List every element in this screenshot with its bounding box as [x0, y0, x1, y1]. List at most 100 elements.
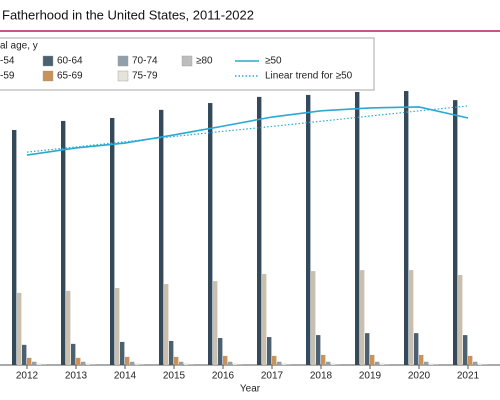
bar	[27, 357, 32, 365]
bar	[223, 355, 228, 365]
bar	[115, 287, 120, 365]
bar	[365, 333, 370, 365]
bar	[326, 361, 331, 365]
bar	[316, 335, 321, 365]
bar	[125, 356, 130, 365]
bar	[380, 363, 385, 365]
bar	[434, 364, 439, 365]
bar	[164, 284, 169, 365]
bar	[22, 344, 27, 365]
legend-label: ≥80	[196, 56, 213, 67]
legend-label: ≥50	[265, 56, 282, 67]
bar	[306, 94, 311, 366]
bar	[483, 364, 488, 365]
bar	[277, 361, 282, 365]
bar	[238, 364, 243, 365]
bar	[169, 340, 174, 365]
bar	[218, 338, 223, 365]
line	[26, 106, 469, 156]
bar	[140, 364, 145, 365]
bar	[429, 363, 434, 365]
bar	[473, 361, 478, 365]
bar	[424, 361, 429, 365]
bar	[336, 364, 341, 365]
bar	[282, 363, 287, 365]
bar	[360, 270, 365, 365]
legend-swatch	[42, 55, 54, 67]
x-tick-label: 2018	[310, 371, 333, 382]
bar	[120, 341, 125, 365]
bar	[208, 103, 213, 366]
bar	[184, 363, 189, 365]
bar	[228, 361, 233, 365]
bar	[61, 120, 66, 365]
bar	[71, 343, 76, 365]
bar	[404, 91, 409, 366]
bar	[409, 270, 414, 365]
bar	[257, 96, 262, 365]
bar	[37, 363, 42, 365]
bar	[76, 357, 81, 365]
bar	[32, 361, 37, 365]
bar	[262, 274, 267, 365]
bar	[12, 130, 17, 365]
bar	[81, 361, 86, 365]
bar	[468, 355, 473, 365]
bar	[478, 363, 483, 365]
bar	[86, 363, 91, 365]
bar	[375, 361, 380, 365]
x-tick-label: 2021	[457, 371, 480, 382]
x-tick-label: 2017	[261, 371, 284, 382]
bar	[267, 337, 272, 365]
bar	[91, 364, 96, 365]
bar	[458, 274, 463, 365]
bar	[370, 354, 375, 365]
bar	[463, 335, 468, 365]
x-tick-label: 2020	[408, 371, 431, 382]
bar	[233, 363, 238, 365]
bar	[272, 355, 277, 365]
x-axis-label: Year	[240, 384, 261, 395]
bar	[189, 364, 194, 365]
bar	[331, 363, 336, 365]
legend-swatch	[181, 55, 193, 67]
line	[26, 105, 469, 153]
legend-swatch	[42, 70, 54, 82]
x-tick-label: 2014	[114, 371, 137, 382]
bar	[287, 364, 292, 365]
legend-label: -59	[0, 71, 15, 82]
bar	[66, 290, 71, 365]
legend-label: Linear trend for ≥50	[265, 71, 353, 82]
legend-label: -54	[0, 56, 15, 67]
x-tick-label: 2013	[65, 371, 88, 382]
bar	[213, 281, 218, 365]
x-tick-label: 2015	[163, 371, 186, 382]
legend-label: 65-69	[57, 71, 83, 82]
bar	[311, 271, 316, 365]
bar	[414, 333, 419, 365]
bar	[135, 363, 140, 365]
legend-title: al age, y	[0, 41, 38, 52]
legend-label: 70-74	[132, 56, 158, 67]
x-tick-label: 2016	[212, 371, 235, 382]
bar	[174, 356, 179, 365]
legend-swatch	[117, 55, 129, 67]
bar	[42, 364, 47, 365]
bar	[159, 109, 164, 365]
legend-swatch	[117, 70, 129, 82]
bar	[321, 354, 326, 365]
bar	[419, 354, 424, 365]
bar	[130, 361, 135, 365]
x-tick-label: 2012	[16, 371, 39, 382]
legend-label: 75-79	[132, 71, 158, 82]
bar	[355, 92, 360, 365]
bar	[453, 100, 458, 365]
bar	[385, 364, 390, 365]
bar	[179, 361, 184, 365]
bar	[110, 118, 115, 365]
legend-label: 60-64	[57, 56, 83, 67]
bar	[17, 292, 22, 365]
x-tick-label: 2019	[359, 371, 382, 382]
